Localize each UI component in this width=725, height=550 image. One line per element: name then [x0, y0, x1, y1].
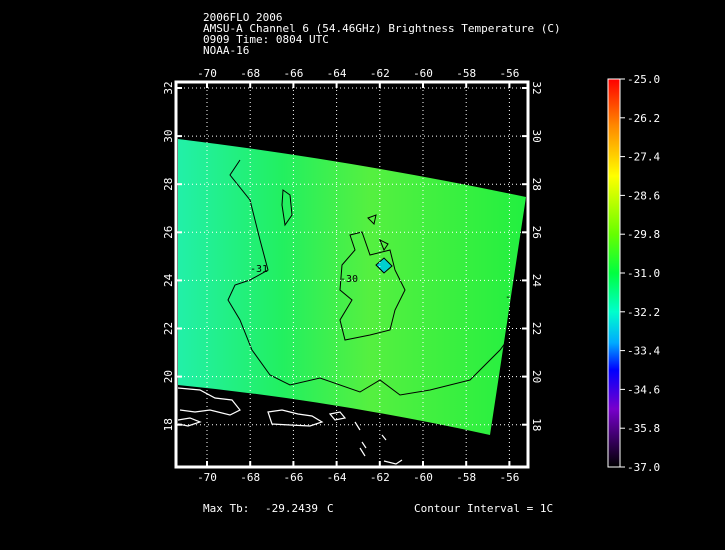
lon-label: -66	[283, 471, 303, 484]
lat-label: 18	[530, 418, 543, 431]
contour-label: -30	[340, 274, 358, 285]
lon-label: -56	[499, 67, 519, 80]
map-frame: -70 -70 -68 -68 -66 -66 -64 -64 -62 -62 -60 -60 -58 -…	[162, 67, 543, 484]
lat-label: 32	[530, 81, 543, 94]
colorbar-label: -26.2	[627, 112, 660, 125]
colorbar-label: -25.0	[627, 73, 660, 86]
lon-label: -70	[197, 67, 217, 80]
colorbar-label: -28.6	[627, 189, 660, 202]
colorbar-label: -34.6	[627, 383, 660, 396]
contours	[227, 159, 521, 396]
lon-label: -56	[499, 471, 519, 484]
lon-label: -58	[456, 67, 476, 80]
lat-label: 28	[530, 178, 543, 191]
colorbar-label: -33.4	[627, 345, 660, 358]
lon-label: -58	[456, 471, 476, 484]
colorbar-label: -31.0	[627, 267, 660, 280]
lat-label: 30	[162, 129, 175, 142]
lat-label: 22	[530, 322, 543, 335]
lat-label: 20	[530, 370, 543, 383]
swath	[178, 139, 526, 435]
header-line: 2006FLO 2006	[203, 11, 282, 24]
colorbar-label: -27.4	[627, 151, 660, 164]
colorbar-label: -35.8	[627, 422, 660, 435]
contour-label: -31	[505, 292, 523, 303]
colorbar-label: -37.0	[627, 461, 660, 474]
lon-label: -70	[197, 471, 217, 484]
lon-label: -64	[327, 67, 347, 80]
lon-label: -62	[370, 67, 390, 80]
lat-label: 24	[530, 274, 543, 288]
max-label: Max Tb:	[203, 502, 249, 515]
coastlines	[177, 387, 403, 465]
max-value: -29.2439	[265, 502, 318, 515]
lat-label: 26	[530, 226, 543, 239]
lat-label: 24	[162, 273, 175, 287]
lon-label: -68	[240, 67, 260, 80]
lon-label: -66	[283, 67, 303, 80]
footer: Max Tb: -29.2439 C Contour Interval = 1C	[203, 502, 553, 515]
lon-label: -60	[413, 471, 433, 484]
lat-label: 30	[530, 129, 543, 142]
lon-label: -64	[327, 471, 347, 484]
lat-label: 22	[162, 322, 175, 335]
header-line: 0909 Time: 0804 UTC	[203, 33, 329, 46]
colorbar-labels: -25.0 -26.2 -27.4 -28.6 -29.8 -31.0 -32.2 -33.4…	[620, 73, 660, 474]
lat-label: 32	[162, 81, 175, 94]
lon-label: -62	[370, 471, 390, 484]
lat-label: 18	[162, 418, 175, 431]
lat-label: 20	[162, 370, 175, 383]
contour-label: -31	[250, 264, 268, 275]
lon-label: -60	[413, 67, 433, 80]
frame	[174, 80, 530, 469]
max-unit: C	[327, 502, 334, 515]
header-line: AMSU-A Channel 6 (54.46GHz) Brightness T…	[203, 22, 561, 35]
lat-label: 26	[162, 226, 175, 239]
lon-label: -68	[240, 471, 260, 484]
colorbar	[607, 78, 621, 468]
header-line: NOAA-16	[203, 44, 249, 57]
colorbar-label: -29.8	[627, 228, 660, 241]
colorbar-label: -32.2	[627, 306, 660, 319]
contour-interval: Contour Interval = 1C	[414, 502, 553, 515]
lat-label: 28	[162, 178, 175, 191]
